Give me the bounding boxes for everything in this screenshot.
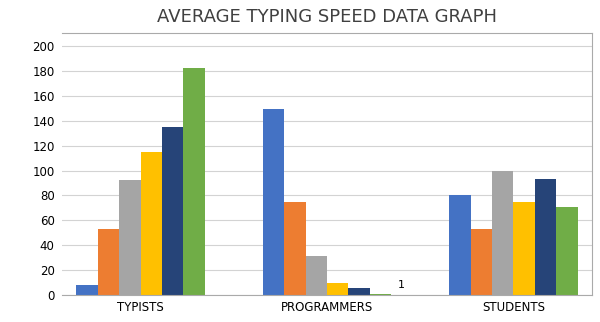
Bar (470, 229, 492, 295)
Bar (327, 283, 349, 295)
Bar (305, 257, 327, 295)
Bar (162, 127, 184, 295)
Bar (370, 294, 391, 295)
Text: 1: 1 (398, 280, 405, 290)
Bar (514, 202, 535, 295)
Bar (492, 171, 514, 295)
Bar (535, 179, 556, 295)
Bar (76, 285, 98, 295)
Bar (119, 180, 140, 295)
Title: AVERAGE TYPING SPEED DATA GRAPH: AVERAGE TYPING SPEED DATA GRAPH (157, 8, 497, 26)
Bar (349, 288, 370, 295)
Bar (184, 68, 205, 295)
Bar (98, 229, 119, 295)
Bar (556, 207, 578, 295)
Bar (140, 152, 162, 295)
Bar (449, 195, 470, 295)
Bar (284, 202, 305, 295)
Bar (263, 109, 284, 295)
